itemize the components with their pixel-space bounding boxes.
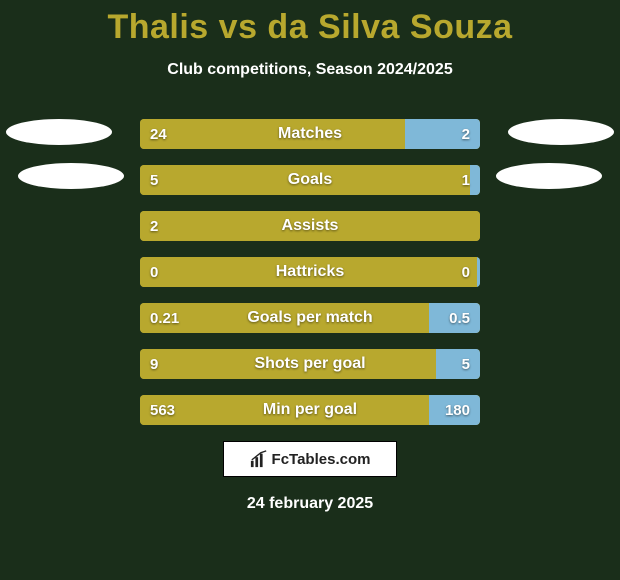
- decorative-pill: [18, 163, 124, 189]
- decorative-pill: [508, 119, 614, 145]
- bar-label: Matches: [140, 119, 480, 149]
- bar-label: Assists: [140, 211, 480, 241]
- decorative-pill: [496, 163, 602, 189]
- logo-text: FcTables.com: [272, 451, 371, 468]
- chart-icon: [250, 450, 268, 468]
- bar-label: Shots per goal: [140, 349, 480, 379]
- bars-container: 242Matches 51Goals 2Assists 00Hattricks 0.21…: [140, 119, 480, 425]
- chart-area: 242Matches 51Goals 2Assists 00Hattricks 0.21…: [0, 119, 620, 425]
- decorative-pill: [6, 119, 112, 145]
- bar-label: Hattricks: [140, 257, 480, 287]
- bar-row: 563180Min per goal: [140, 395, 480, 425]
- subtitle: Club competitions, Season 2024/2025: [0, 61, 620, 79]
- page-title: Thalis vs da Silva Souza: [0, 0, 620, 47]
- bar-label: Goals per match: [140, 303, 480, 333]
- bar-row: 00Hattricks: [140, 257, 480, 287]
- bar-row: 95Shots per goal: [140, 349, 480, 379]
- bar-label: Min per goal: [140, 395, 480, 425]
- date-text: 24 february 2025: [0, 495, 620, 513]
- bar-row: 51Goals: [140, 165, 480, 195]
- bar-row: 0.210.5Goals per match: [140, 303, 480, 333]
- logo-box: FcTables.com: [223, 441, 397, 477]
- bar-row: 242Matches: [140, 119, 480, 149]
- bar-row: 2Assists: [140, 211, 480, 241]
- bar-label: Goals: [140, 165, 480, 195]
